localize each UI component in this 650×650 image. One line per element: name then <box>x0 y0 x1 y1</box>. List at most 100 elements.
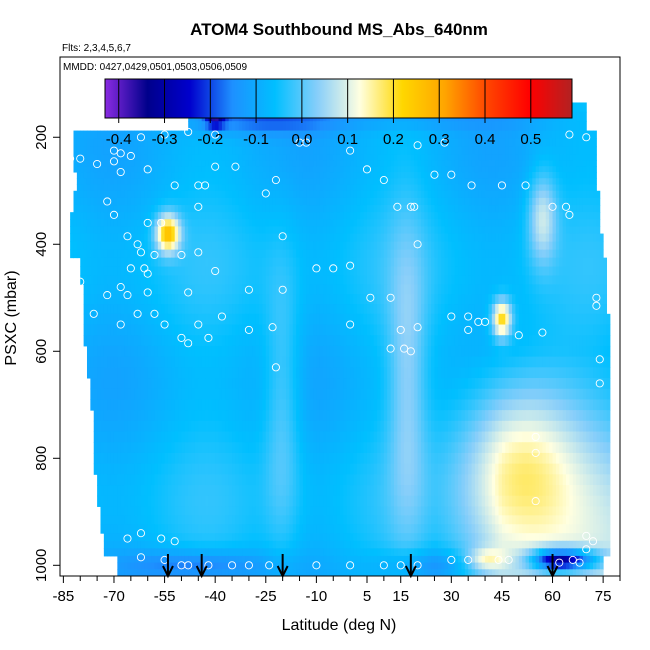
heatmap-cell <box>383 324 388 336</box>
heatmap-cell <box>535 212 540 220</box>
heatmap-cell <box>515 212 520 220</box>
heatmap-cell <box>319 233 324 243</box>
heatmap-cell <box>275 146 280 156</box>
heatmap-cell <box>144 154 149 161</box>
heatmap-cell <box>555 138 560 148</box>
heatmap-cell <box>525 121 530 132</box>
heatmap-cell <box>272 249 277 259</box>
heatmap-cell <box>221 226 226 235</box>
heatmap-cell <box>235 205 240 213</box>
heatmap-cell <box>282 356 287 368</box>
heatmap-cell <box>117 190 122 199</box>
heatmap-cell <box>589 166 594 173</box>
heatmap-cell <box>437 266 442 276</box>
heatmap-cell <box>140 190 145 199</box>
heatmap-cell <box>501 178 506 186</box>
heatmap-cell <box>333 154 338 161</box>
heatmap-cell <box>464 284 469 295</box>
heatmap-cell <box>147 205 152 213</box>
heatmap-cell <box>238 121 243 132</box>
heatmap-cell <box>147 130 152 140</box>
heatmap-cell <box>353 257 358 268</box>
heatmap-cell <box>491 130 496 140</box>
heatmap-cell <box>454 313 459 326</box>
heatmap-cell <box>130 146 135 156</box>
heatmap-cell <box>218 284 223 295</box>
heatmap-cell <box>225 190 230 199</box>
heatmap-cell <box>90 154 95 161</box>
heatmap-cell <box>232 172 236 179</box>
heatmap-cell <box>431 212 435 220</box>
heatmap-cell <box>383 356 388 368</box>
heatmap-cell <box>427 138 432 148</box>
heatmap-cell <box>454 266 459 276</box>
heatmap-cell <box>181 178 186 186</box>
heatmap-cell <box>191 178 196 186</box>
heatmap-cell <box>464 324 469 336</box>
heatmap-cell <box>539 304 543 315</box>
heatmap-cell <box>593 197 597 206</box>
heatmap-cell <box>137 146 142 156</box>
heatmap-cell <box>134 356 139 368</box>
heatmap-cell <box>387 219 392 227</box>
heatmap-cell <box>397 284 402 295</box>
heatmap-cell <box>340 367 344 379</box>
heatmap-cell <box>481 205 486 213</box>
heatmap-cell <box>404 205 408 213</box>
heatmap-cell <box>248 178 253 186</box>
heatmap-cell <box>515 241 520 251</box>
heatmap-cell <box>481 197 486 206</box>
heatmap-cell <box>360 233 365 243</box>
heatmap-cell <box>518 219 523 227</box>
heatmap-cell <box>117 335 122 347</box>
heatmap-cell <box>144 249 149 259</box>
heatmap-cell <box>272 146 277 156</box>
heatmap-cell <box>485 241 489 251</box>
heatmap-cell <box>420 178 425 186</box>
heatmap-cell <box>262 275 267 285</box>
heatmap-cell <box>262 284 267 295</box>
heatmap-cell <box>110 266 115 276</box>
heatmap-cell <box>107 284 112 295</box>
heatmap-cell <box>221 275 226 285</box>
heatmap-cell <box>73 241 78 251</box>
heatmap-cell <box>208 356 213 368</box>
heatmap-cell <box>299 166 304 173</box>
heatmap-cell <box>80 178 85 186</box>
heatmap-cell <box>292 284 297 295</box>
heatmap-cell <box>393 304 398 315</box>
heatmap-cell <box>589 154 594 161</box>
heatmap-cell <box>157 249 162 259</box>
heatmap-cell <box>100 160 105 167</box>
heatmap-cell <box>127 241 132 251</box>
heatmap-cell <box>117 284 122 295</box>
heatmap-cell <box>333 335 338 347</box>
heatmap-cell <box>593 233 597 243</box>
heatmap-cell <box>528 233 533 243</box>
heatmap-cell <box>576 335 581 347</box>
heatmap-cell <box>178 226 182 235</box>
heatmap-cell <box>269 197 274 206</box>
heatmap-cell <box>86 233 91 243</box>
heatmap-cell <box>90 313 95 326</box>
heatmap-cell <box>579 184 584 192</box>
heatmap-cell <box>461 160 466 167</box>
heatmap-cell <box>292 160 297 167</box>
heatmap-cell <box>232 219 236 227</box>
heatmap-cell <box>559 121 564 132</box>
heatmap-cell <box>566 219 570 227</box>
heatmap-cell <box>454 166 459 173</box>
heatmap-cell <box>127 294 132 305</box>
heatmap-cell <box>579 154 584 161</box>
heatmap-cell <box>80 266 85 276</box>
heatmap-cell <box>252 154 257 161</box>
heatmap-cell <box>481 184 486 192</box>
heatmap-cell <box>296 138 301 148</box>
heatmap-cell <box>248 226 253 235</box>
heatmap-cell <box>441 257 446 268</box>
heatmap-cell <box>124 367 128 379</box>
heatmap-cell <box>410 266 415 276</box>
heatmap-cell <box>420 294 425 305</box>
heatmap-cell <box>272 335 277 347</box>
heatmap-cell <box>350 345 354 358</box>
